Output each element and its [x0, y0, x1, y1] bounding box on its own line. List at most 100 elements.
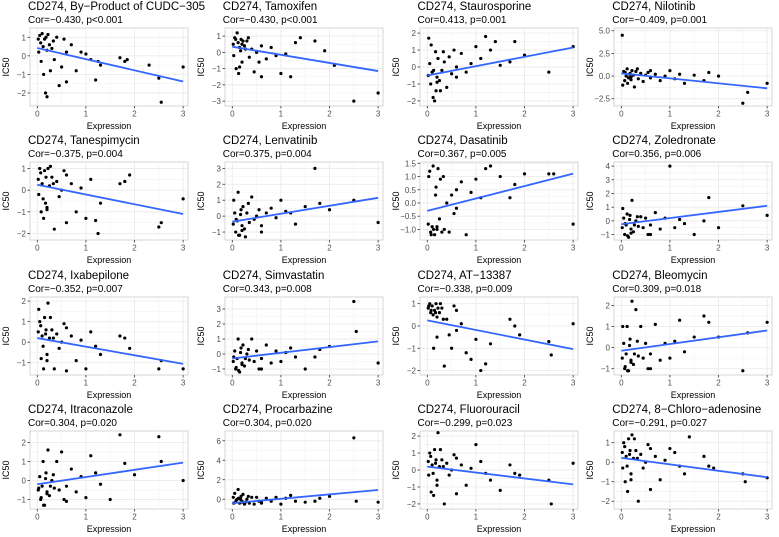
data-point [60, 65, 64, 69]
data-point [259, 75, 263, 79]
data-point [649, 233, 653, 237]
panel-title: CD274, Lenvatinib [222, 135, 318, 148]
data-point [620, 226, 625, 230]
data-point [454, 328, 458, 332]
data-point [245, 351, 249, 356]
scatter-panel: CD274, Tamoxifen Cor=−0.430, p<0.001 0 1 2 3 −… [195, 0, 389, 134]
data-point [653, 211, 658, 215]
data-point [571, 222, 575, 226]
y-tick-label: 1 [22, 317, 27, 326]
x-tick-label: 0 [619, 110, 624, 119]
y-tick-label: 5.0 [599, 27, 611, 36]
data-point [426, 175, 430, 179]
x-axis-label: Expression [476, 390, 521, 400]
data-point [624, 74, 629, 78]
data-point [626, 368, 630, 372]
data-point [641, 79, 646, 84]
y-axis-label: IC50 [1, 326, 11, 345]
data-point [236, 336, 240, 341]
data-point [69, 467, 73, 471]
scatter-panel: CD274, 8−Chloro−adenosine Cor=−0.291, p=0… [584, 403, 778, 537]
data-point [62, 169, 66, 173]
data-point [625, 212, 629, 216]
data-point [442, 60, 446, 64]
y-tick-label: −2 [17, 230, 27, 239]
y-tick-label: 1 [606, 438, 611, 447]
data-point [376, 91, 380, 95]
data-point [249, 195, 254, 199]
data-point [692, 334, 697, 339]
panel-title: CD274, Bleomycin [612, 269, 708, 282]
data-point [38, 33, 42, 38]
data-point [240, 42, 244, 46]
data-point [376, 500, 380, 504]
data-point [678, 218, 682, 222]
data-point [454, 188, 458, 192]
y-tick-label: 1 [216, 32, 221, 41]
data-point [231, 54, 236, 58]
scatter-plot: 0 1 2 3 −2 −1 0 1 Expression IC50 [585, 430, 773, 534]
data-point [454, 75, 458, 79]
data-point [327, 208, 331, 212]
panel-title: CD274, 8−Chloro−adenosine [612, 403, 762, 416]
panel-title: CD274, Fluorouracil [417, 403, 520, 416]
data-point [147, 63, 151, 67]
data-point [433, 185, 438, 189]
y-tick-label: 0 [411, 63, 416, 72]
scatter-panel: CD274, Simvastatin Cor=0.343, p=0.008 0 1 2 3… [195, 269, 389, 403]
data-point [232, 348, 237, 353]
data-point [84, 366, 88, 370]
data-point [451, 212, 456, 216]
data-point [79, 186, 83, 190]
x-tick-label: 3 [376, 512, 381, 521]
data-point [668, 69, 672, 73]
data-point [441, 175, 445, 179]
data-point [630, 433, 634, 437]
panel-title: CD274, AT−13387 [417, 269, 512, 282]
data-point [629, 477, 633, 482]
data-point [52, 486, 56, 490]
data-point [624, 351, 629, 356]
data-point [439, 457, 443, 462]
data-point [634, 448, 638, 452]
data-point [74, 358, 78, 362]
data-point [36, 37, 40, 41]
data-point [678, 318, 682, 322]
y-tick-label: −1.0 [400, 226, 416, 235]
data-point [231, 495, 235, 499]
data-point [658, 79, 663, 83]
x-axis-label: Expression [87, 255, 132, 265]
data-point [293, 499, 297, 503]
data-point [435, 430, 440, 435]
data-point [247, 357, 251, 362]
y-tick-label: 4 [606, 162, 611, 171]
data-point [649, 351, 653, 356]
data-point [123, 461, 127, 465]
panel-title: CD274, Nilotinib [612, 1, 696, 13]
data-point [434, 483, 439, 487]
data-point [620, 450, 625, 454]
data-point [741, 101, 745, 105]
x-axis-label: Expression [87, 121, 132, 131]
data-point [459, 180, 463, 184]
x-tick-label: 2 [132, 110, 137, 119]
x-tick-label: 0 [425, 110, 430, 119]
scatter-plot: 0 1 2 3 −1 0 1 2 3 4 Expression IC50 [585, 161, 773, 265]
data-point [438, 89, 442, 93]
data-point [498, 175, 502, 179]
data-point [431, 68, 435, 72]
panel-title: CD274, Staurosporine [417, 1, 532, 13]
data-point [118, 432, 122, 437]
data-point [242, 363, 246, 368]
x-tick-label: 1 [473, 378, 478, 387]
y-tick-label: 1 [216, 335, 221, 344]
data-point [125, 57, 129, 62]
data-point [236, 41, 240, 45]
data-point [57, 488, 61, 492]
data-point [45, 208, 49, 212]
data-point [247, 55, 251, 59]
regression-line [231, 45, 379, 72]
data-point [447, 332, 451, 336]
data-point [181, 478, 185, 482]
data-point [644, 341, 648, 345]
